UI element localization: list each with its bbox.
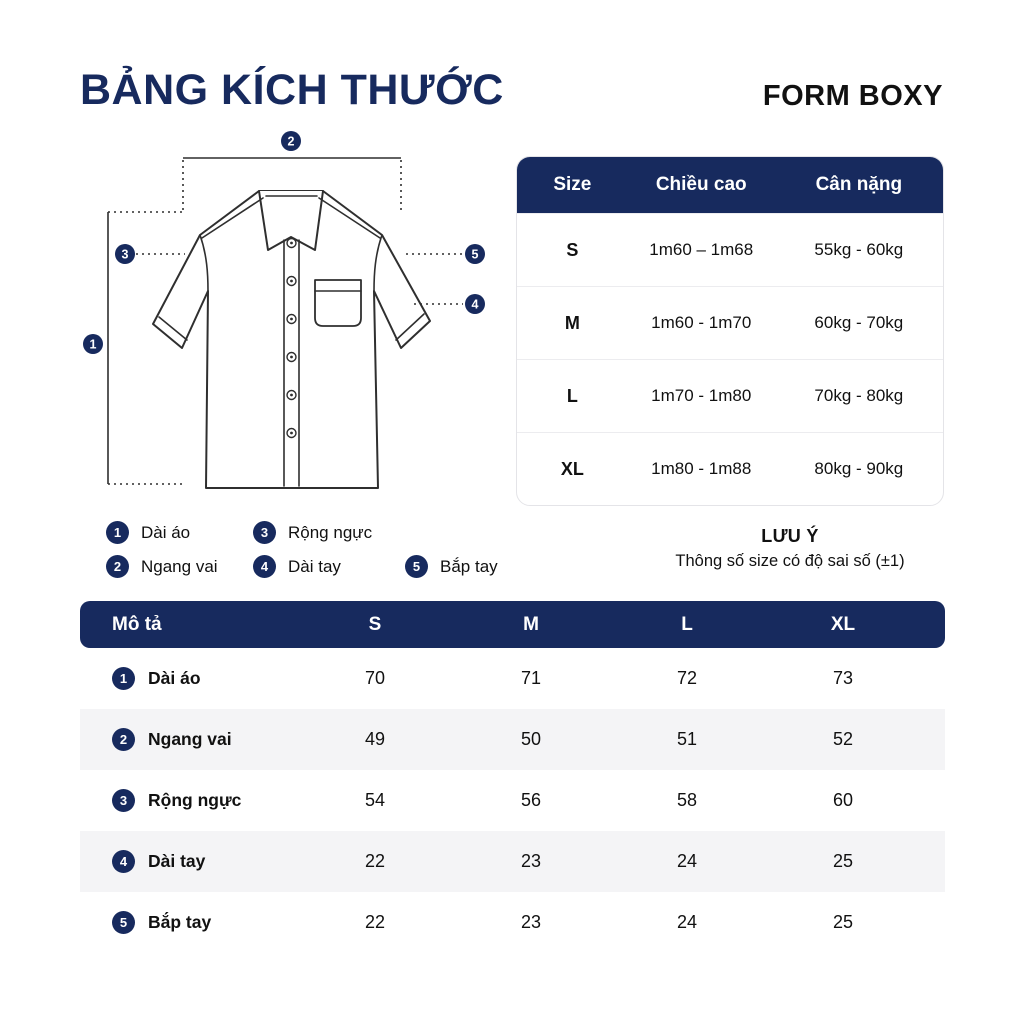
legend-item-rong-nguc: 3 Rộng ngực xyxy=(253,521,372,544)
weight-value: 70kg - 80kg xyxy=(814,386,904,405)
row-label: Dài áo xyxy=(148,668,201,688)
header-size: Size xyxy=(553,174,592,195)
shirt-illustration xyxy=(152,190,431,489)
table-row: L 1m70 - 1m80 70kg - 80kg xyxy=(517,359,943,432)
weight-value: 80kg - 90kg xyxy=(814,459,904,478)
header-mo-ta: Mô tả xyxy=(112,613,162,635)
row-label: Ngang vai xyxy=(148,729,232,749)
cell-value: 54 xyxy=(364,790,386,810)
size-table-header: Size Chiều cao Cân nặng xyxy=(517,157,943,213)
legend-item-bap-tay: 5 Bắp tay xyxy=(405,555,498,578)
size-value: M xyxy=(564,312,580,333)
callout-badge-1: 1 xyxy=(83,334,103,354)
cell-value: 23 xyxy=(520,912,542,932)
header-height: Chiều cao xyxy=(655,174,747,195)
note-title: LƯU Ý xyxy=(761,526,819,546)
cell-value: 60 xyxy=(832,790,854,810)
size-value: L xyxy=(566,385,578,406)
table-row: 2 Ngang vai 49 50 51 52 xyxy=(80,709,945,770)
cell-value: 22 xyxy=(364,851,386,871)
cell-value: 25 xyxy=(832,912,854,932)
height-value: 1m60 - 1m70 xyxy=(651,313,752,332)
page-title: BẢNG KÍCH THƯỚC xyxy=(80,66,504,114)
table-row: S 1m60 – 1m68 55kg - 60kg xyxy=(517,213,943,286)
legend-badge-1: 1 xyxy=(106,521,129,544)
header-l: L xyxy=(681,613,693,635)
form-style-label: FORM BOXY xyxy=(762,80,943,112)
cell-value: 50 xyxy=(520,729,542,749)
size-value: XL xyxy=(560,458,584,479)
legend-badge-2: 2 xyxy=(106,555,129,578)
shirt-buttons xyxy=(286,237,297,439)
legend-badge-3: 3 xyxy=(253,521,276,544)
cell-value: 25 xyxy=(832,851,854,871)
svg-text:5: 5 xyxy=(472,248,479,262)
legend-badge-5: 5 xyxy=(405,555,428,578)
cell-value: 22 xyxy=(364,912,386,932)
collar xyxy=(258,190,324,251)
header-weight: Cân nặng xyxy=(815,174,903,195)
cell-value: 24 xyxy=(676,851,698,871)
cell-value: 70 xyxy=(364,668,386,688)
legend-item-ngang-vai: 2 Ngang vai xyxy=(106,555,218,578)
cell-value: 24 xyxy=(676,912,698,932)
cell-value: 58 xyxy=(676,790,698,810)
height-value: 1m70 - 1m80 xyxy=(651,386,752,405)
row-badge-2: 2 xyxy=(112,728,135,751)
table-row: 5 Bắp tay 22 23 24 25 xyxy=(80,892,945,953)
table-row: 4 Dài tay 22 23 24 25 xyxy=(80,831,945,892)
row-label: Rộng ngực xyxy=(148,790,242,810)
note: LƯU Ý Thông số size có độ sai số (±1) xyxy=(610,526,970,571)
measurement-lines xyxy=(107,157,463,485)
row-badge-1: 1 xyxy=(112,667,135,690)
weight-value: 55kg - 60kg xyxy=(814,240,904,259)
row-label: Bắp tay xyxy=(148,912,212,932)
measurement-table: Mô tả S M L XL 1 Dài áo 70 71 72 73 2 Ng… xyxy=(80,601,945,953)
height-value: 1m60 – 1m68 xyxy=(649,240,754,259)
callout-badge-5: 5 xyxy=(465,244,485,264)
callout-badge-3: 3 xyxy=(115,244,135,264)
legend-item-dai-tay: 4 Dài tay xyxy=(253,555,341,578)
cell-value: 73 xyxy=(832,668,854,688)
svg-text:2: 2 xyxy=(288,135,295,149)
cell-value: 23 xyxy=(520,851,542,871)
header-s: S xyxy=(368,613,382,635)
note-text: Thông số size có độ sai số (±1) xyxy=(675,552,905,570)
measurement-table-header: Mô tả S M L XL xyxy=(80,601,945,648)
header-xl: XL xyxy=(830,613,856,635)
size-guide-table: Size Chiều cao Cân nặng S 1m60 – 1m68 55… xyxy=(516,156,944,506)
cell-value: 51 xyxy=(676,729,698,749)
cell-value: 71 xyxy=(520,668,542,688)
cell-value: 72 xyxy=(676,668,698,688)
table-row: 1 Dài áo 70 71 72 73 xyxy=(80,648,945,709)
row-badge-5: 5 xyxy=(112,911,135,934)
shirt-measurement-diagram: 2 1 3 5 4 xyxy=(83,131,485,489)
svg-text:3: 3 xyxy=(122,248,129,262)
table-row: 3 Rộng ngực 54 56 58 60 xyxy=(80,770,945,831)
header-m: M xyxy=(523,613,539,635)
row-badge-3: 3 xyxy=(112,789,135,812)
height-value: 1m80 - 1m88 xyxy=(651,459,752,478)
weight-value: 60kg - 70kg xyxy=(814,313,904,332)
table-row: XL 1m80 - 1m88 80kg - 90kg xyxy=(517,432,943,505)
cell-value: 52 xyxy=(832,729,854,749)
legend-item-dai-ao: 1 Dài áo xyxy=(106,521,190,544)
table-row: M 1m60 - 1m70 60kg - 70kg xyxy=(517,286,943,359)
callout-badge-4: 4 xyxy=(465,294,485,314)
callout-badge-2: 2 xyxy=(281,131,301,151)
legend-badge-4: 4 xyxy=(253,555,276,578)
row-label: Dài tay xyxy=(148,851,206,871)
chest-pocket xyxy=(314,279,362,327)
row-badge-4: 4 xyxy=(112,850,135,873)
cell-value: 49 xyxy=(364,729,386,749)
size-value: S xyxy=(566,239,579,260)
svg-text:1: 1 xyxy=(90,338,97,352)
svg-text:4: 4 xyxy=(472,298,479,312)
cell-value: 56 xyxy=(520,790,542,810)
